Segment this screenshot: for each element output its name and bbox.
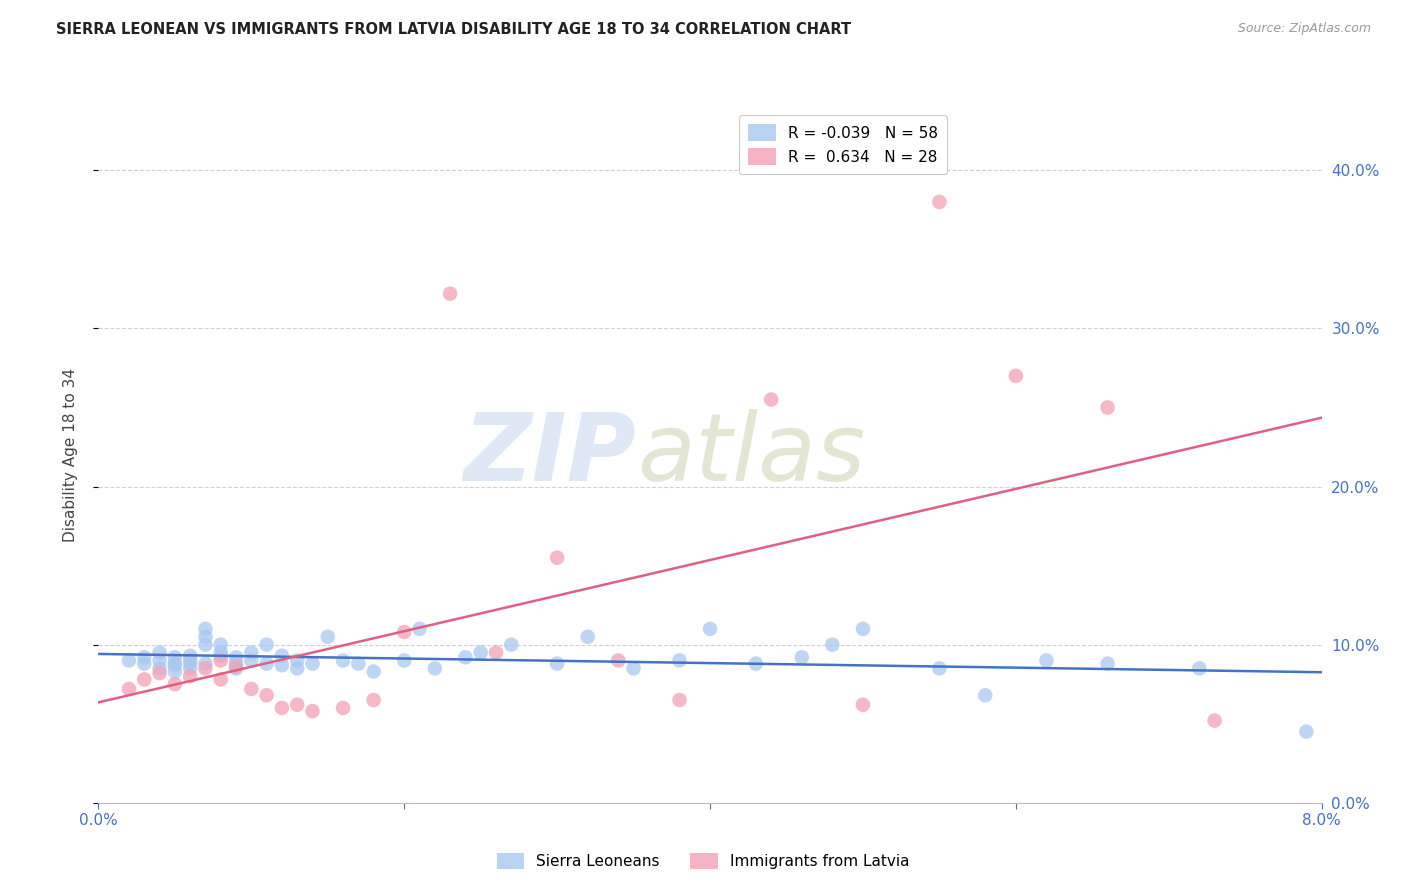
Point — [163, 658, 186, 673]
Point — [225, 660, 247, 674]
Point — [485, 646, 508, 660]
Point — [256, 657, 278, 671]
Point — [363, 693, 385, 707]
Text: Source: ZipAtlas.com: Source: ZipAtlas.com — [1237, 22, 1371, 36]
Point — [790, 650, 813, 665]
Point — [194, 657, 217, 671]
Point — [134, 650, 156, 665]
Point — [225, 661, 247, 675]
Point — [209, 646, 232, 660]
Point — [316, 630, 339, 644]
Point — [852, 698, 875, 712]
Point — [576, 630, 599, 644]
Point — [470, 646, 492, 660]
Point — [149, 661, 172, 675]
Point — [118, 653, 141, 667]
Point — [118, 681, 141, 696]
Point — [240, 653, 263, 667]
Point — [408, 622, 430, 636]
Point — [1035, 653, 1057, 667]
Point — [256, 638, 278, 652]
Point — [149, 653, 172, 667]
Y-axis label: Disability Age 18 to 34: Disability Age 18 to 34 — [63, 368, 77, 542]
Point — [392, 625, 416, 640]
Point — [285, 698, 308, 712]
Point — [1188, 661, 1211, 675]
Point — [209, 638, 232, 652]
Point — [332, 701, 354, 715]
Point — [332, 653, 354, 667]
Legend: R = -0.039   N = 58, R =  0.634   N = 28: R = -0.039 N = 58, R = 0.634 N = 28 — [740, 115, 948, 175]
Text: SIERRA LEONEAN VS IMMIGRANTS FROM LATVIA DISABILITY AGE 18 TO 34 CORRELATION CHA: SIERRA LEONEAN VS IMMIGRANTS FROM LATVIA… — [56, 22, 852, 37]
Point — [668, 653, 690, 667]
Point — [623, 661, 645, 675]
Text: ZIP: ZIP — [464, 409, 637, 501]
Point — [699, 622, 721, 636]
Point — [285, 661, 308, 675]
Point — [270, 658, 294, 673]
Point — [179, 648, 201, 663]
Point — [423, 661, 446, 675]
Point — [546, 657, 568, 671]
Point — [209, 648, 232, 663]
Text: atlas: atlas — [637, 409, 865, 500]
Point — [179, 653, 201, 667]
Point — [347, 657, 370, 671]
Point — [240, 681, 263, 696]
Point — [821, 638, 844, 652]
Point — [392, 653, 416, 667]
Point — [179, 661, 201, 675]
Point — [439, 286, 461, 301]
Point — [194, 622, 217, 636]
Point — [179, 657, 201, 671]
Point — [363, 665, 385, 679]
Point — [209, 673, 232, 687]
Point — [270, 701, 294, 715]
Point — [270, 648, 294, 663]
Point — [149, 646, 172, 660]
Point — [852, 622, 875, 636]
Point — [301, 657, 323, 671]
Point — [546, 550, 568, 565]
Point — [285, 653, 308, 667]
Point — [194, 638, 217, 652]
Point — [607, 653, 630, 667]
Point — [163, 677, 186, 691]
Point — [209, 653, 232, 667]
Point — [225, 650, 247, 665]
Point — [240, 646, 263, 660]
Point — [759, 392, 782, 407]
Point — [194, 630, 217, 644]
Point — [928, 194, 950, 209]
Point — [668, 693, 690, 707]
Point — [256, 688, 278, 702]
Point — [163, 665, 186, 679]
Point — [928, 661, 950, 675]
Point — [134, 673, 156, 687]
Point — [149, 666, 172, 681]
Point — [179, 669, 201, 683]
Point — [301, 704, 323, 718]
Point — [163, 657, 186, 671]
Point — [225, 657, 247, 671]
Legend: Sierra Leoneans, Immigrants from Latvia: Sierra Leoneans, Immigrants from Latvia — [491, 847, 915, 875]
Point — [745, 657, 768, 671]
Point — [501, 638, 523, 652]
Point — [134, 657, 156, 671]
Point — [974, 688, 997, 702]
Point — [1004, 368, 1026, 383]
Point — [454, 650, 477, 665]
Point — [1097, 401, 1119, 415]
Point — [1097, 657, 1119, 671]
Point — [163, 650, 186, 665]
Point — [1204, 714, 1226, 728]
Point — [194, 661, 217, 675]
Point — [1295, 724, 1317, 739]
